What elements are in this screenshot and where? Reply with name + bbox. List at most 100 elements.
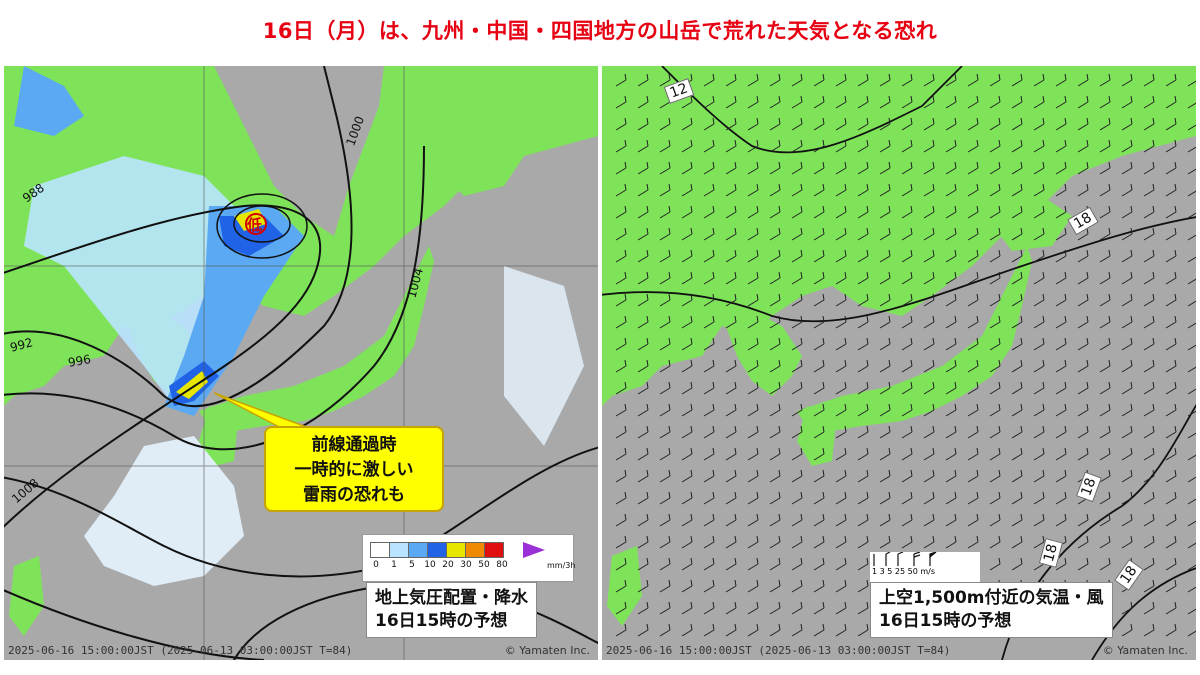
title-line: 16日15時の予想 bbox=[375, 611, 508, 631]
wind-barb bbox=[1121, 95, 1133, 109]
wind-barb bbox=[1165, 73, 1177, 87]
wind-barb bbox=[1099, 73, 1111, 87]
wind-barb bbox=[747, 601, 759, 615]
wind-barb bbox=[747, 73, 759, 87]
wind-barb bbox=[1143, 249, 1155, 263]
wind-barb bbox=[769, 359, 781, 373]
wind-barb bbox=[659, 425, 671, 439]
wind-barb bbox=[835, 579, 847, 593]
wind-barb bbox=[615, 249, 627, 263]
wind-barb bbox=[1165, 227, 1177, 241]
wind-barb bbox=[857, 271, 869, 285]
wind-barb bbox=[813, 535, 825, 549]
wind-barb bbox=[1011, 315, 1023, 329]
callout-line: 一時的に激しい bbox=[294, 460, 414, 480]
wind-barb bbox=[615, 315, 627, 329]
wind-barb bbox=[615, 271, 627, 285]
wind-barb bbox=[1143, 601, 1155, 615]
wind-barb bbox=[923, 381, 935, 395]
wind-barb bbox=[835, 403, 847, 417]
wind-barb bbox=[725, 601, 737, 615]
wind-barb bbox=[967, 359, 979, 373]
wind-barb bbox=[1077, 183, 1089, 197]
wind-barb bbox=[681, 227, 693, 241]
wind-barb bbox=[725, 425, 737, 439]
wind-barb bbox=[681, 491, 693, 505]
wind-barb bbox=[967, 227, 979, 241]
wind-barb bbox=[1055, 425, 1067, 439]
wind-barb bbox=[1033, 139, 1045, 153]
wind-barb bbox=[703, 447, 715, 461]
wind-barb bbox=[703, 579, 715, 593]
wind-barb bbox=[1121, 623, 1133, 637]
wind-barb bbox=[703, 205, 715, 219]
wind-barb bbox=[857, 425, 869, 439]
wind-barb bbox=[1165, 271, 1177, 285]
wind-barb bbox=[1099, 425, 1111, 439]
wind-barb bbox=[791, 513, 803, 527]
wind-barb bbox=[923, 205, 935, 219]
wind-barb bbox=[747, 623, 759, 637]
wind-barb bbox=[901, 491, 913, 505]
wind-barb bbox=[659, 205, 671, 219]
wind-barb bbox=[637, 601, 649, 615]
wind-barb bbox=[1165, 513, 1177, 527]
wind-barb bbox=[1187, 388, 1196, 395]
wind-barb bbox=[857, 139, 869, 153]
wind-barb bbox=[1143, 205, 1155, 219]
wind-barb bbox=[835, 117, 847, 131]
wind-barb bbox=[1165, 469, 1177, 483]
wind-barb bbox=[725, 557, 737, 571]
wind-barb bbox=[791, 359, 803, 373]
wind-barb bbox=[747, 139, 759, 153]
wind-barb bbox=[967, 513, 979, 527]
wind-barb bbox=[989, 535, 1001, 549]
wind-barb bbox=[791, 579, 803, 593]
wind-barb bbox=[1165, 293, 1177, 307]
wind-barb bbox=[1187, 300, 1196, 307]
wind-barb bbox=[1187, 630, 1196, 637]
wind-barb bbox=[945, 513, 957, 527]
wind-barb bbox=[725, 623, 737, 637]
wind-barb bbox=[659, 601, 671, 615]
wind-barb bbox=[813, 183, 825, 197]
wind-barb bbox=[967, 139, 979, 153]
wind-barb bbox=[703, 491, 715, 505]
wind-barb bbox=[1121, 403, 1133, 417]
wind-barb bbox=[967, 381, 979, 395]
wind-barb bbox=[989, 381, 1001, 395]
wind-barb bbox=[967, 117, 979, 131]
wind-barb bbox=[1143, 579, 1155, 593]
callout-line: 前線通過時 bbox=[311, 435, 397, 455]
wind-barb bbox=[1165, 623, 1177, 637]
wind-barb bbox=[791, 315, 803, 329]
wind-barb bbox=[1077, 139, 1089, 153]
wind-barb bbox=[1187, 212, 1196, 219]
wind-barb bbox=[989, 205, 1001, 219]
legend-swatch bbox=[484, 542, 504, 558]
wind-barb bbox=[857, 491, 869, 505]
wind-barb bbox=[1121, 293, 1133, 307]
wind-barb bbox=[725, 95, 737, 109]
wind-barb bbox=[1099, 161, 1111, 175]
wind-barb bbox=[1033, 381, 1045, 395]
legend-tick: 10 bbox=[424, 560, 436, 570]
wind-barb bbox=[747, 579, 759, 593]
wind-barb bbox=[835, 73, 847, 87]
wind-barb bbox=[945, 227, 957, 241]
wind-barb bbox=[615, 623, 627, 637]
wind-barb bbox=[1143, 491, 1155, 505]
wind-barb bbox=[769, 535, 781, 549]
wind-barb bbox=[835, 249, 847, 263]
wind-barb bbox=[1187, 344, 1196, 351]
wind-barb bbox=[813, 447, 825, 461]
wind-barb bbox=[835, 315, 847, 329]
wind-barb bbox=[857, 315, 869, 329]
wind-barb bbox=[1055, 315, 1067, 329]
wind-barb bbox=[1143, 513, 1155, 527]
wind-barb bbox=[747, 183, 759, 197]
wind-barb bbox=[791, 381, 803, 395]
wind-barb bbox=[1011, 469, 1023, 483]
wind-barb bbox=[747, 403, 759, 417]
wind-barb bbox=[1011, 557, 1023, 571]
